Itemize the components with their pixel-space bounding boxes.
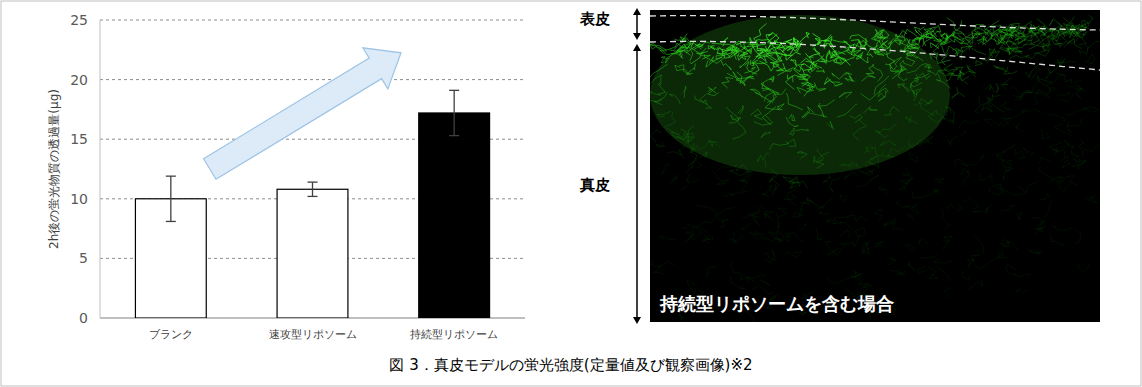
error-bar bbox=[308, 182, 318, 196]
bar bbox=[419, 113, 490, 318]
caption: 図 3．真皮モデルの蛍光強度(定量値及び観察画像)※2 bbox=[389, 356, 752, 374]
layer-label: 表皮 bbox=[579, 10, 610, 28]
fluorescence bbox=[650, 15, 1100, 322]
frame bbox=[1, 1, 1141, 386]
y-tick-label: 15 bbox=[70, 131, 88, 147]
error-bar bbox=[166, 176, 176, 221]
y-axis-title: 2h後の蛍光物質の透過量(μg) bbox=[47, 89, 61, 249]
y-axis bbox=[100, 20, 101, 318]
x-tick-label: 速攻型リポソーム bbox=[269, 328, 357, 341]
y-tick-label: 0 bbox=[79, 310, 88, 326]
bars bbox=[135, 90, 489, 318]
grid-line bbox=[100, 79, 525, 80]
x-tick-label: ブランク bbox=[149, 328, 193, 341]
y-tick-label: 5 bbox=[79, 250, 88, 266]
figure: 0 5 10 15 20 25 2h後の蛍光物質の透過量(μg) ブランク 速攻型リポソーム 持続… bbox=[0, 0, 1142, 387]
grid-line bbox=[100, 20, 525, 21]
overlay-text: 持続型リポソームを含む場合 bbox=[659, 293, 894, 314]
y-tick-label: 20 bbox=[70, 72, 88, 88]
epidermis-arrow bbox=[633, 8, 641, 40]
bar bbox=[277, 189, 348, 318]
trend-arrow bbox=[197, 32, 413, 189]
boundary-line bbox=[650, 41, 1100, 70]
y-tick-label: 25 bbox=[70, 12, 88, 28]
layer-label: 真皮 bbox=[579, 176, 610, 194]
error-bar bbox=[449, 90, 459, 135]
boundary-line bbox=[650, 16, 1100, 30]
dermis-arrow bbox=[633, 44, 641, 324]
micrograph bbox=[650, 10, 1100, 322]
y-tick-label: 10 bbox=[70, 191, 88, 207]
x-tick-label: 持続型リポソーム bbox=[410, 328, 498, 341]
